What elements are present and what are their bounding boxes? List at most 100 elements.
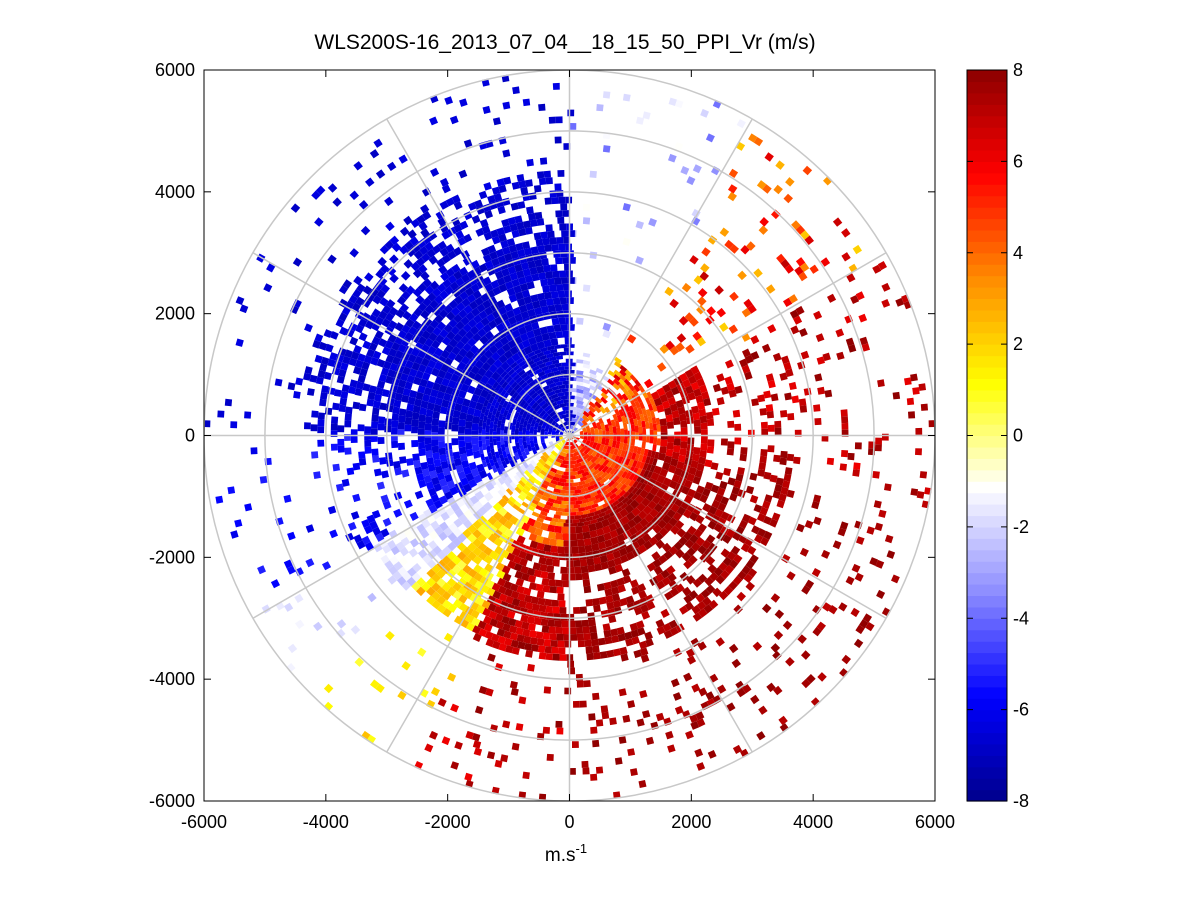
velocity-cell: [541, 625, 550, 633]
velocity-cell: [411, 440, 419, 448]
velocity-cell: [560, 369, 568, 374]
velocity-cell: [668, 517, 678, 527]
velocity-cell: [718, 590, 729, 601]
velocity-cell: [573, 607, 581, 614]
velocity-cell: [519, 444, 525, 453]
colorbar-band: [967, 275, 1007, 288]
velocity-cell: [600, 507, 608, 514]
velocity-cell: [417, 479, 427, 489]
velocity-cell: [442, 608, 452, 618]
velocity-cell: [579, 446, 588, 454]
velocity-cell: [547, 426, 553, 435]
colorbar-tick-label: 2: [1013, 334, 1023, 354]
velocity-cell: [581, 498, 590, 504]
velocity-cell: [699, 494, 709, 504]
velocity-cell: [381, 389, 390, 398]
colorbar-band: [967, 732, 1007, 745]
velocity-cell: [330, 423, 338, 431]
velocity-cell: [605, 491, 613, 499]
velocity-cell: [235, 338, 244, 347]
velocity-cell: [454, 741, 463, 750]
velocity-cell: [602, 322, 612, 332]
velocity-cell: [707, 439, 715, 447]
velocity-cell: [595, 527, 605, 537]
velocity-cell: [682, 379, 692, 388]
velocity-cell: [709, 571, 719, 582]
velocity-cell: [304, 323, 313, 333]
velocity-cell: [579, 606, 588, 614]
velocity-cell: [517, 507, 526, 515]
velocity-cell: [555, 381, 563, 386]
velocity-cell: [444, 490, 454, 500]
velocity-cell: [656, 580, 666, 590]
velocity-cell: [633, 446, 639, 454]
velocity-cell: [639, 475, 647, 484]
velocity-cell: [660, 569, 670, 579]
velocity-cell: [432, 545, 442, 555]
velocity-cell: [412, 268, 423, 279]
velocity-cell: [515, 242, 524, 251]
velocity-cell: [459, 220, 469, 230]
velocity-cell: [686, 473, 695, 482]
velocity-cell: [357, 424, 365, 432]
velocity-cell: [415, 295, 425, 305]
velocity-cell: [839, 521, 849, 530]
velocity-cell: [517, 641, 526, 650]
velocity-cell: [636, 537, 646, 547]
velocity-cell: [337, 445, 345, 453]
velocity-cell: [892, 391, 901, 400]
velocity-cell: [686, 503, 696, 513]
velocity-cell: [414, 466, 423, 475]
velocity-cell: [720, 511, 730, 521]
velocity-cell: [525, 649, 533, 658]
velocity-cell: [388, 306, 399, 317]
velocity-cell: [428, 487, 437, 497]
velocity-cell: [496, 404, 503, 412]
velocity-cell: [668, 464, 677, 474]
velocity-cell: [610, 487, 619, 495]
velocity-cell: [389, 362, 399, 372]
velocity-cell: [568, 413, 577, 419]
velocity-cell: [624, 374, 632, 382]
velocity-cell: [518, 228, 527, 237]
velocity-cell: [624, 504, 635, 514]
velocity-cell: [453, 270, 463, 280]
velocity-cell: [407, 396, 416, 405]
velocity-cell: [694, 748, 704, 758]
velocity-cell: [766, 682, 776, 693]
velocity-cell: [697, 523, 707, 533]
velocity-cell: [594, 396, 603, 404]
velocity-cell: [722, 534, 732, 544]
velocity-cell: [497, 577, 506, 587]
velocity-cell: [599, 651, 608, 659]
velocity-cell: [549, 586, 557, 594]
velocity-cell: [422, 235, 432, 245]
velocity-cell: [473, 408, 482, 418]
velocity-cell: [563, 471, 571, 476]
velocity-cell: [556, 399, 564, 405]
velocity-cell: [800, 350, 810, 360]
velocity-cell: [690, 365, 700, 375]
velocity-cell: [501, 343, 512, 353]
velocity-cell: [668, 619, 678, 629]
velocity-cell: [588, 496, 596, 503]
velocity-cell: [548, 410, 557, 418]
velocity-cell: [851, 563, 861, 573]
velocity-cell: [613, 557, 623, 566]
velocity-cell: [514, 263, 523, 273]
velocity-cell: [501, 460, 508, 469]
velocity-cell: [545, 460, 553, 468]
velocity-cell: [505, 309, 515, 319]
velocity-cell: [400, 536, 411, 547]
velocity-cell: [382, 500, 392, 510]
velocity-cell: [615, 441, 621, 449]
velocity-cell: [485, 688, 494, 697]
velocity-cell: [562, 627, 570, 635]
velocity-cell: [761, 343, 771, 353]
velocity-cell: [649, 436, 654, 444]
velocity-cell: [420, 529, 430, 539]
velocity-cell: [406, 247, 416, 258]
velocity-cell: [404, 240, 414, 251]
velocity-cell: [799, 405, 808, 413]
velocity-cell: [426, 248, 436, 258]
